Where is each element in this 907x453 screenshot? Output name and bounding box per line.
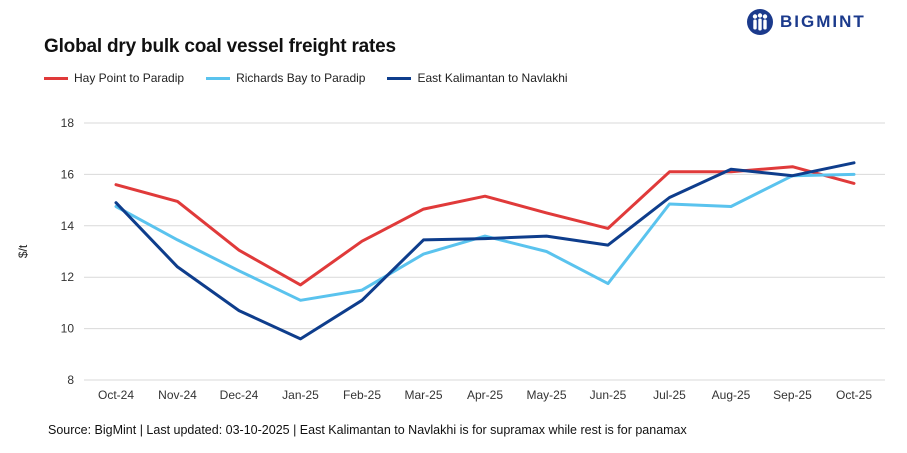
- y-tick-label: 12: [61, 270, 75, 284]
- y-axis-label: $/t: [16, 244, 30, 258]
- legend-item-hay-point: Hay Point to Paradip: [44, 71, 184, 85]
- legend-label: Hay Point to Paradip: [74, 71, 185, 85]
- x-tick-label: Dec-24: [220, 388, 259, 402]
- y-tick-label: 8: [67, 373, 74, 387]
- y-tick-label: 14: [61, 219, 75, 233]
- x-tick-label: Feb-25: [343, 388, 381, 402]
- x-tick-label: Nov-24: [158, 388, 197, 402]
- series-line-3: [114, 161, 856, 341]
- legend-item-richards-bay: Richards Bay to Paradip: [206, 71, 365, 85]
- y-tick-label: 10: [61, 322, 75, 336]
- legend-label: East Kalimantan to Navlakhi: [417, 71, 568, 85]
- x-tick-label: Jun-25: [590, 388, 627, 402]
- x-tick-label: May-25: [526, 388, 566, 402]
- chart-title: Global dry bulk coal vessel freight rate…: [44, 36, 396, 57]
- brand-logo: BIGMINT: [746, 8, 866, 36]
- y-tick-label: 18: [61, 116, 75, 130]
- legend-swatch: [387, 76, 412, 80]
- series-line-1: [114, 165, 856, 287]
- legend-item-east-kalimantan: East Kalimantan to Navlakhi: [387, 71, 568, 85]
- x-tick-label: Oct-24: [98, 388, 134, 402]
- y-tick-label: 16: [61, 167, 75, 181]
- x-tick-label: Jan-25: [282, 388, 319, 402]
- legend-swatch: [206, 76, 231, 80]
- chart-legend: Hay Point to Paradip Richards Bay to Par…: [44, 70, 568, 86]
- x-tick-label: Apr-25: [467, 388, 503, 402]
- brand-name: BIGMINT: [780, 12, 866, 31]
- legend-swatch: [44, 76, 68, 80]
- x-tick-label: Mar-25: [404, 388, 442, 402]
- legend-label: Richards Bay to Paradip: [236, 71, 366, 85]
- series-line-2: [114, 172, 856, 302]
- source-note: Source: BigMint | Last updated: 03-10-20…: [48, 423, 687, 437]
- x-tick-label: Sep-25: [773, 388, 812, 402]
- bigmint-people-logo-icon: [747, 9, 773, 35]
- x-tick-label: Aug-25: [712, 388, 751, 402]
- x-tick-label: Jul-25: [653, 388, 686, 402]
- x-tick-label: Oct-25: [836, 388, 872, 402]
